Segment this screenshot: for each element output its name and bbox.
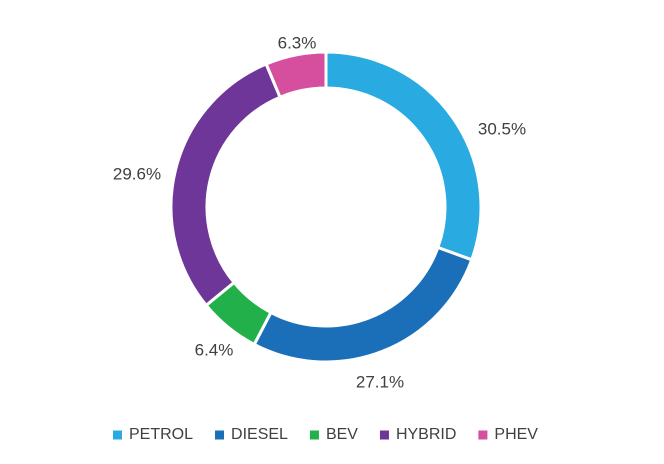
data-label-diesel: 27.1% — [356, 372, 404, 391]
legend-label-bev: BEV — [326, 426, 358, 443]
data-label-phev: 6.3% — [278, 33, 317, 52]
legend-marker-petrol — [113, 430, 122, 440]
slice-petrol — [324, 50, 483, 262]
legend-label-phev: PHEV — [494, 426, 538, 443]
slice-phev — [264, 50, 328, 100]
legend-label-petrol: PETROL — [129, 426, 193, 443]
slice-hybrid — [169, 62, 283, 308]
slice-diesel — [252, 245, 474, 364]
legend-label-diesel: DIESEL — [231, 426, 288, 443]
legend-label-hybrid: HYBRID — [396, 426, 456, 443]
legend-marker-hybrid — [379, 430, 389, 440]
data-label-petrol: 30.5% — [478, 119, 526, 138]
data-label-hybrid: 29.6% — [113, 164, 161, 183]
donut-slices — [169, 50, 483, 364]
legend-marker-bev — [309, 430, 319, 440]
legend-marker-diesel — [215, 430, 225, 440]
legend-marker-phev — [478, 430, 488, 440]
data-label-bev: 6.4% — [195, 340, 234, 359]
legend: PETROL DIESEL BEV HYBRID PHEV — [113, 426, 538, 443]
data-labels: 30.5% 27.1% 6.4% 29.6% 6.3% — [113, 33, 526, 391]
